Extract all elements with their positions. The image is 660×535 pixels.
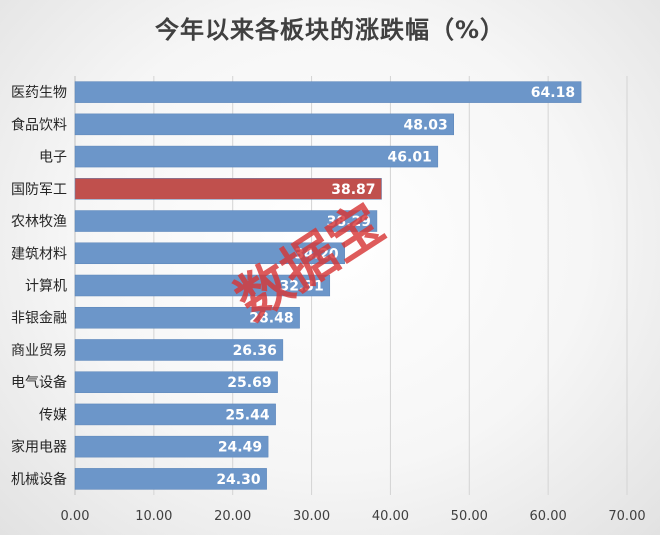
category-label: 农林牧渔 (11, 214, 67, 230)
value-label: 38.87 (331, 182, 375, 198)
value-label: 24.49 (218, 440, 262, 456)
category-label: 计算机 (25, 279, 67, 295)
value-label: 28.48 (249, 311, 293, 327)
category-labels: 医药生物食品饮料电子国防军工农林牧渔建筑材料计算机非银金融商业贸易电气设备传媒家… (11, 85, 67, 488)
value-label: 38.29 (327, 214, 371, 230)
x-tick-label: 40.00 (372, 509, 409, 524)
value-label: 48.03 (403, 117, 447, 133)
category-label: 机械设备 (11, 471, 67, 488)
x-tick-label: 70.00 (608, 509, 645, 524)
category-label: 电子 (39, 150, 67, 166)
value-label: 64.18 (531, 85, 575, 101)
value-labels: 64.18 48.03 46.01 38.87 38.29 34.20 32.31 28.48… (216, 85, 575, 488)
category-label: 食品饮料 (11, 116, 67, 133)
bar (74, 178, 382, 200)
value-label: 26.36 (233, 343, 277, 359)
category-label: 医药生物 (11, 85, 67, 101)
x-tick-label: 30.00 (293, 509, 330, 524)
category-label: 建筑材料 (11, 246, 67, 262)
value-label: 32.31 (279, 279, 323, 295)
value-label: 46.01 (388, 150, 432, 166)
x-tick-label: 60.00 (530, 509, 567, 524)
value-label: 34.20 (294, 246, 339, 262)
bar (74, 242, 345, 265)
bar (74, 274, 331, 297)
category-label: 家用电器 (11, 439, 67, 456)
bar (74, 113, 455, 136)
bar (74, 468, 267, 490)
x-tick-label: 20.00 (214, 509, 251, 524)
category-label: 电气设备 (11, 374, 67, 391)
x-tick-label: 0.00 (61, 509, 90, 524)
category-label: 传媒 (39, 407, 67, 423)
category-label: 非银金融 (11, 311, 67, 327)
x-tick-label: 10.00 (135, 509, 172, 524)
chart-title: 今年以来各板块的涨跌幅（%） (154, 16, 506, 44)
bar (74, 435, 269, 458)
bar (74, 306, 300, 329)
bar (74, 81, 582, 103)
bar (74, 339, 284, 361)
value-label: 25.69 (227, 375, 271, 391)
x-tick-label: 50.00 (451, 509, 488, 524)
bar (74, 210, 378, 232)
bar (74, 371, 278, 393)
bar (74, 145, 439, 168)
bar (74, 403, 276, 426)
bars (74, 81, 582, 490)
x-tick-labels: 0.00 10.00 20.00 30.00 40.00 50.00 60.00 70.00 (61, 509, 646, 524)
value-label: 25.44 (225, 407, 270, 423)
category-label: 商业贸易 (11, 343, 67, 359)
category-label: 国防军工 (11, 182, 67, 198)
value-label: 24.30 (216, 472, 261, 488)
